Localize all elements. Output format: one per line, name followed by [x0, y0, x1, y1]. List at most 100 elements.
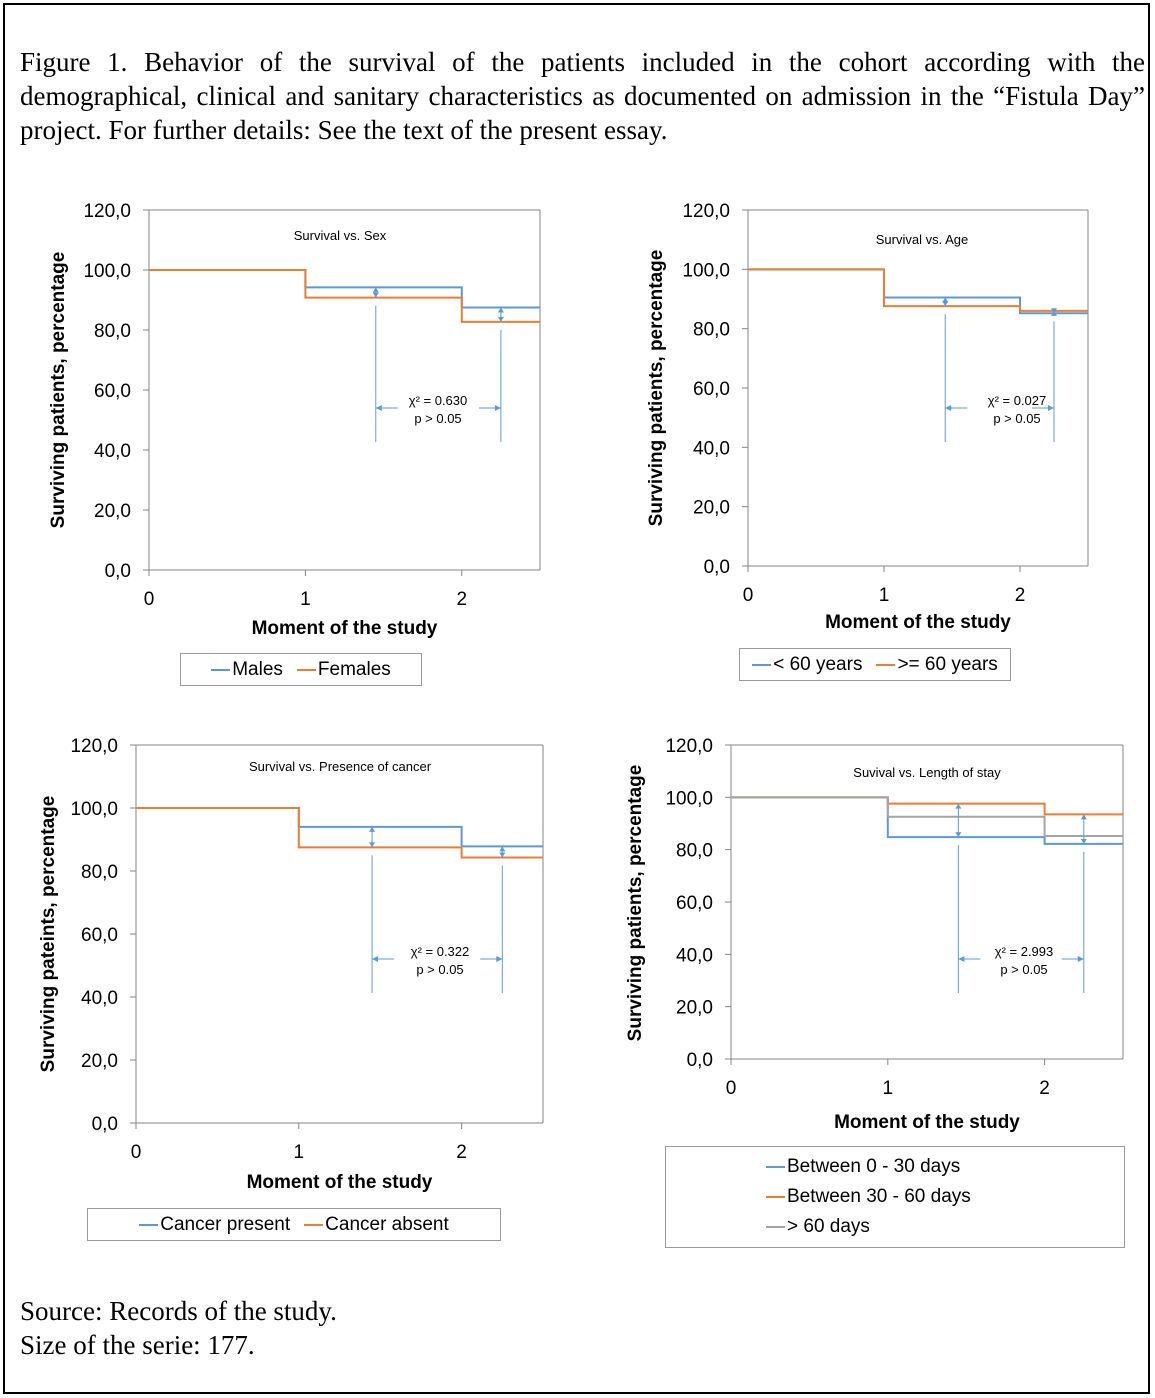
y-tick-label: 60,0: [676, 893, 713, 914]
arrow-head-right: [1048, 405, 1054, 411]
legend-label: Males: [232, 658, 283, 680]
chart-survival-cancer: 0,0 20,0 40,0 60,0 80,0 100,0 120,0 0 1 2 Moment o…: [0, 733, 570, 1253]
legend-swatch: [304, 1223, 324, 1226]
legend-item: Cancer present: [139, 1214, 290, 1236]
arrow-head-right: [496, 956, 503, 962]
y-tick-label: 60,0: [693, 379, 730, 400]
chart-legend: < 60 years >= 60 years: [739, 648, 1011, 681]
x-tick-label: 1: [883, 1078, 894, 1099]
chart-legend: Between 0 - 30 days Between 30 - 60 days >…: [665, 1146, 1125, 1248]
y-tick-label: 80,0: [94, 321, 131, 342]
arrow-head-down: [372, 292, 379, 298]
legend-swatch: [766, 1226, 785, 1228]
x-tick-label: 1: [294, 1142, 305, 1163]
y-tick-label: 100,0: [70, 799, 118, 820]
series-line: [149, 269, 540, 309]
legend-item: Cancer absent: [304, 1214, 449, 1236]
x-axis-title: Moment of the study: [252, 618, 438, 639]
legend-label: < 60 years: [773, 653, 863, 675]
x-tick-label: 0: [131, 1142, 142, 1163]
y-tick-label: 0,0: [704, 557, 730, 578]
chart-survival-stay: 0,0 20,0 40,0 60,0 80,0 100,0 120,0 0 1 2 Moment o…: [590, 733, 1150, 1253]
legend-item: Females: [296, 658, 391, 681]
arrow-head-down: [1051, 308, 1057, 314]
x-tick-label: 0: [726, 1078, 737, 1099]
y-tick-label: 80,0: [81, 862, 118, 883]
arrow-head-left: [372, 956, 379, 962]
y-tick-label: 20,0: [81, 1051, 118, 1072]
y-tick-label: 120,0: [665, 736, 713, 757]
arrow-head-up: [1051, 310, 1057, 316]
y-tick-label: 0,0: [105, 561, 131, 582]
legend-label: > 60 days: [787, 1216, 870, 1237]
arrow-head-up: [499, 846, 506, 852]
x-tick-label: 0: [144, 589, 155, 610]
legend-swatch: [139, 1223, 159, 1226]
y-axis-title: Surviving patients, percentage: [48, 252, 69, 529]
y-tick-label: 20,0: [676, 998, 713, 1019]
y-tick-label: 100,0: [665, 788, 713, 809]
figure-caption: Figure 1. Behavior of the survival of th…: [20, 47, 1145, 145]
annotation-stat: χ² = 0.630: [409, 393, 468, 408]
legend-swatch: [211, 668, 231, 671]
annotation-stat: χ² = 0.322: [411, 944, 470, 959]
chart-title: Survival vs. Age: [876, 232, 969, 247]
legend-swatch: [766, 1166, 785, 1168]
arrow-head-up: [497, 307, 504, 313]
series-line: [136, 807, 543, 848]
x-tick-label: 2: [457, 589, 468, 610]
annotation-p-value: p > 0.05: [1000, 962, 1047, 977]
x-tick-label: 1: [879, 585, 890, 606]
arrow-head-down: [1080, 838, 1087, 844]
arrow-head-down: [955, 832, 962, 838]
legend-item: Between 0 - 30 days: [766, 1156, 1124, 1178]
chart-legend: Cancer present Cancer absent: [87, 1208, 501, 1241]
x-tick-label: 2: [1015, 585, 1026, 606]
legend-label: Between 30 - 60 days: [787, 1186, 971, 1207]
legend-swatch: [766, 1196, 785, 1198]
legend-label: Cancer present: [160, 1213, 291, 1235]
arrow-head-left: [945, 405, 952, 411]
x-tick-label: 2: [1039, 1078, 1050, 1099]
y-axis-title: Surviving patients, percentage: [625, 765, 646, 1042]
y-tick-label: 40,0: [81, 988, 118, 1009]
y-axis-title: Surviving patients, percentage: [646, 250, 667, 527]
annotation-p-value: p > 0.05: [993, 411, 1040, 426]
chart-title: Survival vs. Sex: [294, 228, 387, 243]
x-tick-label: 0: [743, 585, 754, 606]
series-line: [731, 796, 1123, 838]
arrow-head-up: [369, 826, 376, 832]
y-tick-label: 20,0: [94, 501, 131, 522]
legend-item: Males: [211, 659, 283, 681]
series-line: [748, 268, 1088, 312]
chart-title: Survival vs. Presence of cancer: [249, 759, 432, 774]
annotation-stat: χ² = 2.993: [995, 944, 1054, 959]
arrow-head-up: [372, 287, 379, 293]
sample-size-note: Size of the serie: 177.: [20, 1330, 255, 1360]
arrow-head-down: [499, 852, 506, 858]
arrow-head-right: [1077, 956, 1084, 962]
legend-label: Females: [317, 658, 391, 680]
y-tick-label: 100,0: [83, 261, 131, 282]
arrow-head-up: [1080, 814, 1087, 820]
arrow-head-down: [497, 316, 504, 322]
series-line: [149, 269, 540, 323]
y-tick-label: 0,0: [687, 1050, 713, 1071]
series-line: [136, 807, 543, 859]
legend-label: Cancer absent: [325, 1213, 449, 1235]
legend-swatch: [752, 663, 772, 666]
y-tick-label: 40,0: [94, 441, 131, 462]
figure-frame: [3, 3, 1150, 1394]
series-line: [731, 796, 1123, 816]
arrow-head-right: [494, 405, 501, 411]
arrow-head-down: [369, 842, 376, 848]
x-axis-title: Moment of the study: [825, 612, 1011, 633]
arrow-head-down: [942, 301, 949, 307]
y-tick-label: 60,0: [94, 381, 131, 402]
arrow-head-up: [955, 803, 962, 809]
legend-label: Between 0 - 30 days: [787, 1156, 961, 1177]
y-tick-label: 120,0: [70, 736, 118, 757]
